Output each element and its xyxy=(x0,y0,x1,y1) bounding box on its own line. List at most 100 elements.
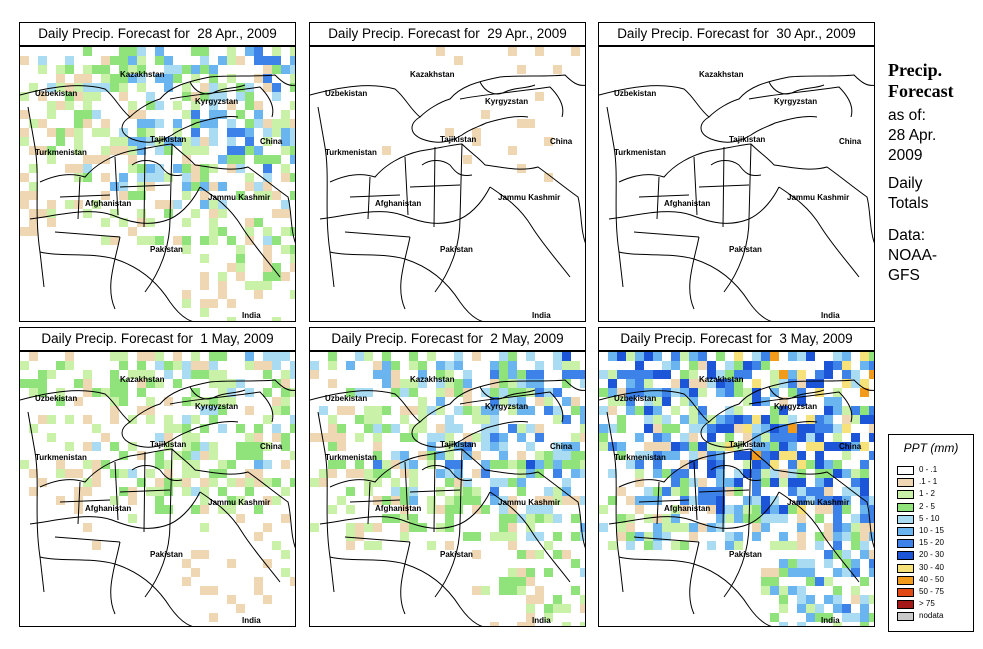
precip-cell xyxy=(101,388,110,397)
precip-cell xyxy=(182,559,191,568)
precip-cell xyxy=(290,245,295,254)
border-line xyxy=(618,448,775,488)
precip-cell xyxy=(38,146,47,155)
precip-cell xyxy=(806,595,815,604)
precip-cell xyxy=(662,370,671,379)
precip-cell xyxy=(445,505,454,514)
precip-cell xyxy=(47,218,56,227)
precip-cell xyxy=(101,173,110,182)
precip-cell xyxy=(752,388,761,397)
precip-cell xyxy=(436,370,445,379)
precip-cell xyxy=(689,433,698,442)
precip-cell xyxy=(83,92,92,101)
precip-cell xyxy=(869,568,874,577)
precip-cell xyxy=(752,424,761,433)
precip-cell xyxy=(544,496,553,505)
precip-cell xyxy=(463,496,472,505)
precip-field-svg xyxy=(599,74,874,321)
precip-cell xyxy=(617,442,626,451)
precip-cell xyxy=(472,532,481,541)
precip-cell xyxy=(254,469,263,478)
precip-cell xyxy=(346,406,355,415)
precip-cell xyxy=(680,523,689,532)
precip-cell xyxy=(716,379,725,388)
precip-cell xyxy=(544,604,553,613)
precip-cell xyxy=(146,397,155,406)
precip-cell xyxy=(734,388,743,397)
precip-cell xyxy=(47,415,56,424)
precip-cell xyxy=(689,352,698,361)
precip-cell xyxy=(164,370,173,379)
precip-cell xyxy=(490,460,499,469)
precip-cell xyxy=(209,218,218,227)
precip-cell xyxy=(382,406,391,415)
precip-cell xyxy=(617,397,626,406)
precip-cell xyxy=(272,496,281,505)
precip-cell xyxy=(562,550,571,559)
precip-cell xyxy=(580,604,585,613)
precip-cell xyxy=(290,146,295,155)
precip-cell xyxy=(833,505,842,514)
precip-cell xyxy=(56,83,65,92)
precip-cell xyxy=(725,388,734,397)
precip-cell xyxy=(155,361,164,370)
precip-cell xyxy=(725,487,734,496)
legend-label: 15 - 20 xyxy=(919,538,944,548)
precip-cell xyxy=(290,128,295,137)
precip-cell xyxy=(382,460,391,469)
precip-cell xyxy=(337,460,346,469)
precip-cell xyxy=(499,451,508,460)
precip-cell xyxy=(562,352,571,361)
border-line xyxy=(131,465,183,481)
precip-cell xyxy=(272,209,281,218)
precip-cell xyxy=(725,442,734,451)
precip-cell xyxy=(635,469,644,478)
precip-cell xyxy=(779,415,788,424)
precip-cell xyxy=(734,352,743,361)
precip-cell xyxy=(851,379,860,388)
precip-cell xyxy=(788,415,797,424)
precip-cell xyxy=(418,424,427,433)
precip-cell xyxy=(191,137,200,146)
precip-cell xyxy=(499,496,508,505)
precip-cell xyxy=(263,155,272,164)
legend-label: 50 - 75 xyxy=(919,587,944,596)
precip-cell xyxy=(200,478,209,487)
precip-cell xyxy=(272,272,281,281)
precip-cell xyxy=(617,415,626,424)
precip-cell xyxy=(290,254,295,263)
precip-cell xyxy=(254,74,263,83)
legend-swatch xyxy=(897,563,914,573)
precip-cell xyxy=(725,379,734,388)
precip-cell xyxy=(373,424,382,433)
precip-cell xyxy=(200,361,209,370)
precip-cell xyxy=(608,352,617,361)
map-label-china: China xyxy=(550,442,573,451)
precip-cell xyxy=(716,460,725,469)
precip-cell xyxy=(698,451,707,460)
precip-cell xyxy=(842,379,851,388)
precip-cell xyxy=(400,415,409,424)
precip-cell xyxy=(454,424,463,433)
precip-cell xyxy=(373,361,382,370)
precip-cell xyxy=(788,460,797,469)
precip-cell xyxy=(626,514,635,523)
precip-cell xyxy=(236,245,245,254)
precip-cell xyxy=(797,505,806,514)
precip-cell xyxy=(526,550,535,559)
precip-cell xyxy=(101,128,110,137)
precip-cell xyxy=(245,101,254,110)
precip-cell xyxy=(779,406,788,415)
precip-cell xyxy=(290,173,295,182)
precip-cell xyxy=(770,469,779,478)
precip-cell xyxy=(382,379,391,388)
precip-cell xyxy=(155,200,164,209)
precip-cell xyxy=(815,388,824,397)
precip-cell xyxy=(725,361,734,370)
precip-cell xyxy=(119,92,128,101)
precip-cell xyxy=(200,182,209,191)
precip-cell xyxy=(200,496,209,505)
precip-cell xyxy=(245,236,254,245)
precip-cell xyxy=(182,164,191,173)
precip-cell xyxy=(815,604,824,613)
